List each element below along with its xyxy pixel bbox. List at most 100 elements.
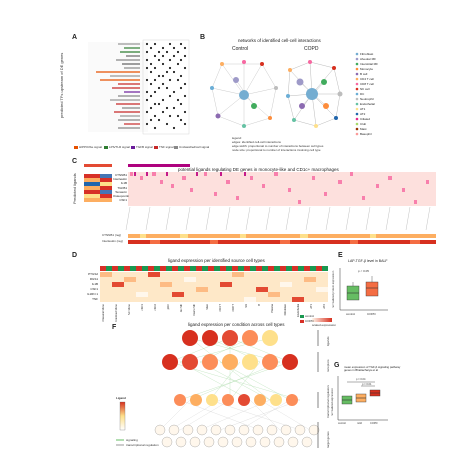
- panel-f-title: ligand expression per condition across c…: [188, 322, 285, 327]
- panel-a-legend-5: Unclassified/cell signal: [179, 145, 210, 149]
- panel-b-legend-dots: [355, 52, 359, 136]
- celltype-col-label: Intermed Mono: [115, 304, 118, 322]
- panel-e-group-control: control: [346, 312, 356, 316]
- celltype-col-label: Fibroblast: [284, 304, 287, 316]
- panel-c-main-heatmap: [128, 164, 436, 206]
- celltype-col-label: CD4 T: [219, 304, 222, 312]
- panel-a-legend-4: TNF signal: [159, 145, 174, 149]
- celltype-label: CD4 T cell: [360, 77, 374, 81]
- celltype-col-label: CD8 T: [232, 304, 235, 312]
- panel-c-label: C: [72, 158, 78, 165]
- ligand-row-label: IL1B: [91, 282, 98, 286]
- panel-f-nodes: [154, 330, 320, 448]
- panel-b-legend-line-3: node size: proportional to number of int…: [232, 148, 321, 152]
- celltype-label: Alveolar MF: [360, 57, 377, 61]
- celltype-label: B cell: [360, 72, 368, 76]
- ligand-row-label: RGS1: [89, 277, 98, 281]
- panel-f-edges: [159, 337, 311, 431]
- ligand-row-label: CSF1: [90, 287, 98, 291]
- celltype-col-label: pDC: [167, 304, 170, 310]
- celltype-col-label: AT2: [323, 304, 326, 309]
- panel-b-legend-line-1: edges: identified cell-cell interactions: [232, 140, 281, 144]
- panel-e-group-copd: COPD: [367, 312, 376, 316]
- panel-e-boxplot: [339, 268, 388, 311]
- ligand-row-label: IL1B: [120, 181, 127, 186]
- panel-c-row-labels: CTNNB1 Interleukin IL1B TGFB1 Tenascin O…: [113, 173, 130, 203]
- panel-f-legend-item-2: transcriptional regulation: [126, 443, 159, 447]
- panel-e-ylabel: normalized protein expression: [331, 270, 335, 308]
- panel-d-legend: [300, 315, 304, 323]
- ligand-row-label: PTGS2: [88, 272, 98, 276]
- ligand-row-label: Interleukin: [113, 177, 127, 182]
- celltype-label: Ciliated: [360, 117, 371, 121]
- panel-f-layer-4: target genes: [326, 431, 330, 448]
- ligand-row-label: CSF1: [119, 198, 127, 203]
- panel-d-colorbar: [312, 318, 332, 322]
- panel-d-label: D: [72, 252, 78, 259]
- panel-b-legend-title: legend:: [232, 136, 242, 140]
- celltype-label: Fibroblast: [360, 52, 374, 56]
- celltype-col-label: Endothelial: [297, 304, 300, 317]
- panel-c-left-heatmap: [84, 164, 112, 202]
- celltype-label: NK cell: [360, 87, 370, 91]
- panel-a-legend-1: HIPPO/Ibe signal: [79, 145, 103, 149]
- celltype-col-label: AT1: [310, 304, 313, 309]
- panel-g-title: mean expression of TGF-β signaling pathw…: [344, 365, 401, 373]
- panel-d-row-labels: PTGS2 RGS1 IL1B CSF1 IL1RN 1 TNF: [82, 272, 98, 302]
- celltype-label: Endothelial: [360, 102, 375, 106]
- panel-f-legend-item-1: signaling: [126, 438, 138, 442]
- panel-a-legend-2: LPS/TLR signal: [109, 145, 130, 149]
- panel-c-bottom-row-1: CTNNB1 (reg): [102, 233, 122, 237]
- celltype-label: Interstitial MF: [360, 62, 379, 66]
- celltype-label: Monocyte: [360, 67, 374, 71]
- panel-a-tf-labels: [88, 42, 148, 132]
- celltype-col-label: Plasma: [271, 304, 274, 313]
- celltype-label: DC: [360, 92, 365, 96]
- panel-b-group-control: Control: [232, 46, 249, 52]
- ligand-row-label: CTNNB1: [114, 173, 127, 177]
- celltype-label: Mast: [360, 127, 367, 131]
- panel-b-nodes-copd: [286, 60, 343, 128]
- ligand-row-label: TGFB1: [117, 185, 127, 190]
- panel-b-label: B: [200, 34, 206, 41]
- panel-b-legend-line-2: edge width: proportional to number of in…: [232, 144, 324, 148]
- celltype-label: CD8 T cell: [360, 82, 374, 86]
- panel-a-legend-swatches: [74, 146, 178, 149]
- panel-f-colorbar: [116, 401, 126, 446]
- panel-g-group-control: control: [338, 422, 346, 425]
- panel-b-network-control: [211, 62, 277, 127]
- ligand-row-label: TNF: [92, 297, 98, 301]
- panel-e-title: LAP-TGF-β level in BALF: [348, 259, 388, 263]
- panel-b-nodes-control: [210, 60, 278, 128]
- panel-d-title: ligand expression per identified source …: [168, 258, 265, 263]
- celltype-col-label: B: [258, 304, 261, 306]
- panel-g-group-mild: mild: [357, 422, 362, 425]
- panel-g-ylabel: normalized expression: [330, 388, 334, 416]
- celltype-label: Club: [360, 122, 367, 126]
- panel-d-colorbar-label: scaled expression: [312, 323, 337, 327]
- panel-d-column-labels: Classical Mono Intermed Mono NC Mono cDC…: [100, 304, 328, 322]
- panel-c-bottom-rows: [128, 234, 436, 244]
- celltype-label: Neutrophil: [360, 97, 374, 101]
- panel-a-label: A: [72, 34, 78, 41]
- panel-g-label: G: [334, 362, 340, 369]
- panel-a-dot-matrix: [142, 39, 190, 135]
- panel-f-layer-1: ligands: [326, 336, 330, 346]
- celltype-label: AT1: [360, 107, 366, 111]
- ligand-row-label: Tenascin: [115, 189, 127, 194]
- celltype-col-label: NC Mono: [128, 304, 131, 315]
- panel-b-title: networks of identified cell-cell interac…: [238, 38, 321, 43]
- panel-c-bottom-row-2: Interleukin (reg): [102, 239, 124, 243]
- celltype-col-label: Interst MF: [193, 304, 196, 316]
- panel-a-legend-3: TGFB signal: [136, 145, 153, 149]
- celltype-label: Basophil: [360, 132, 372, 136]
- panel-c-tick-hatch: [125, 206, 431, 231]
- celltype-col-label: Classical Mono: [102, 304, 105, 322]
- panel-f-legend-title: Ligand: [116, 396, 126, 400]
- panel-f-label: F: [112, 324, 117, 331]
- ligand-row-label: Osteopontin: [113, 194, 130, 199]
- celltype-col-label: cDC2: [154, 304, 157, 311]
- panel-g-pvalue-2: p = 0.01: [362, 383, 372, 386]
- panel-c-title: potential ligands regulating DE genes in…: [178, 167, 339, 172]
